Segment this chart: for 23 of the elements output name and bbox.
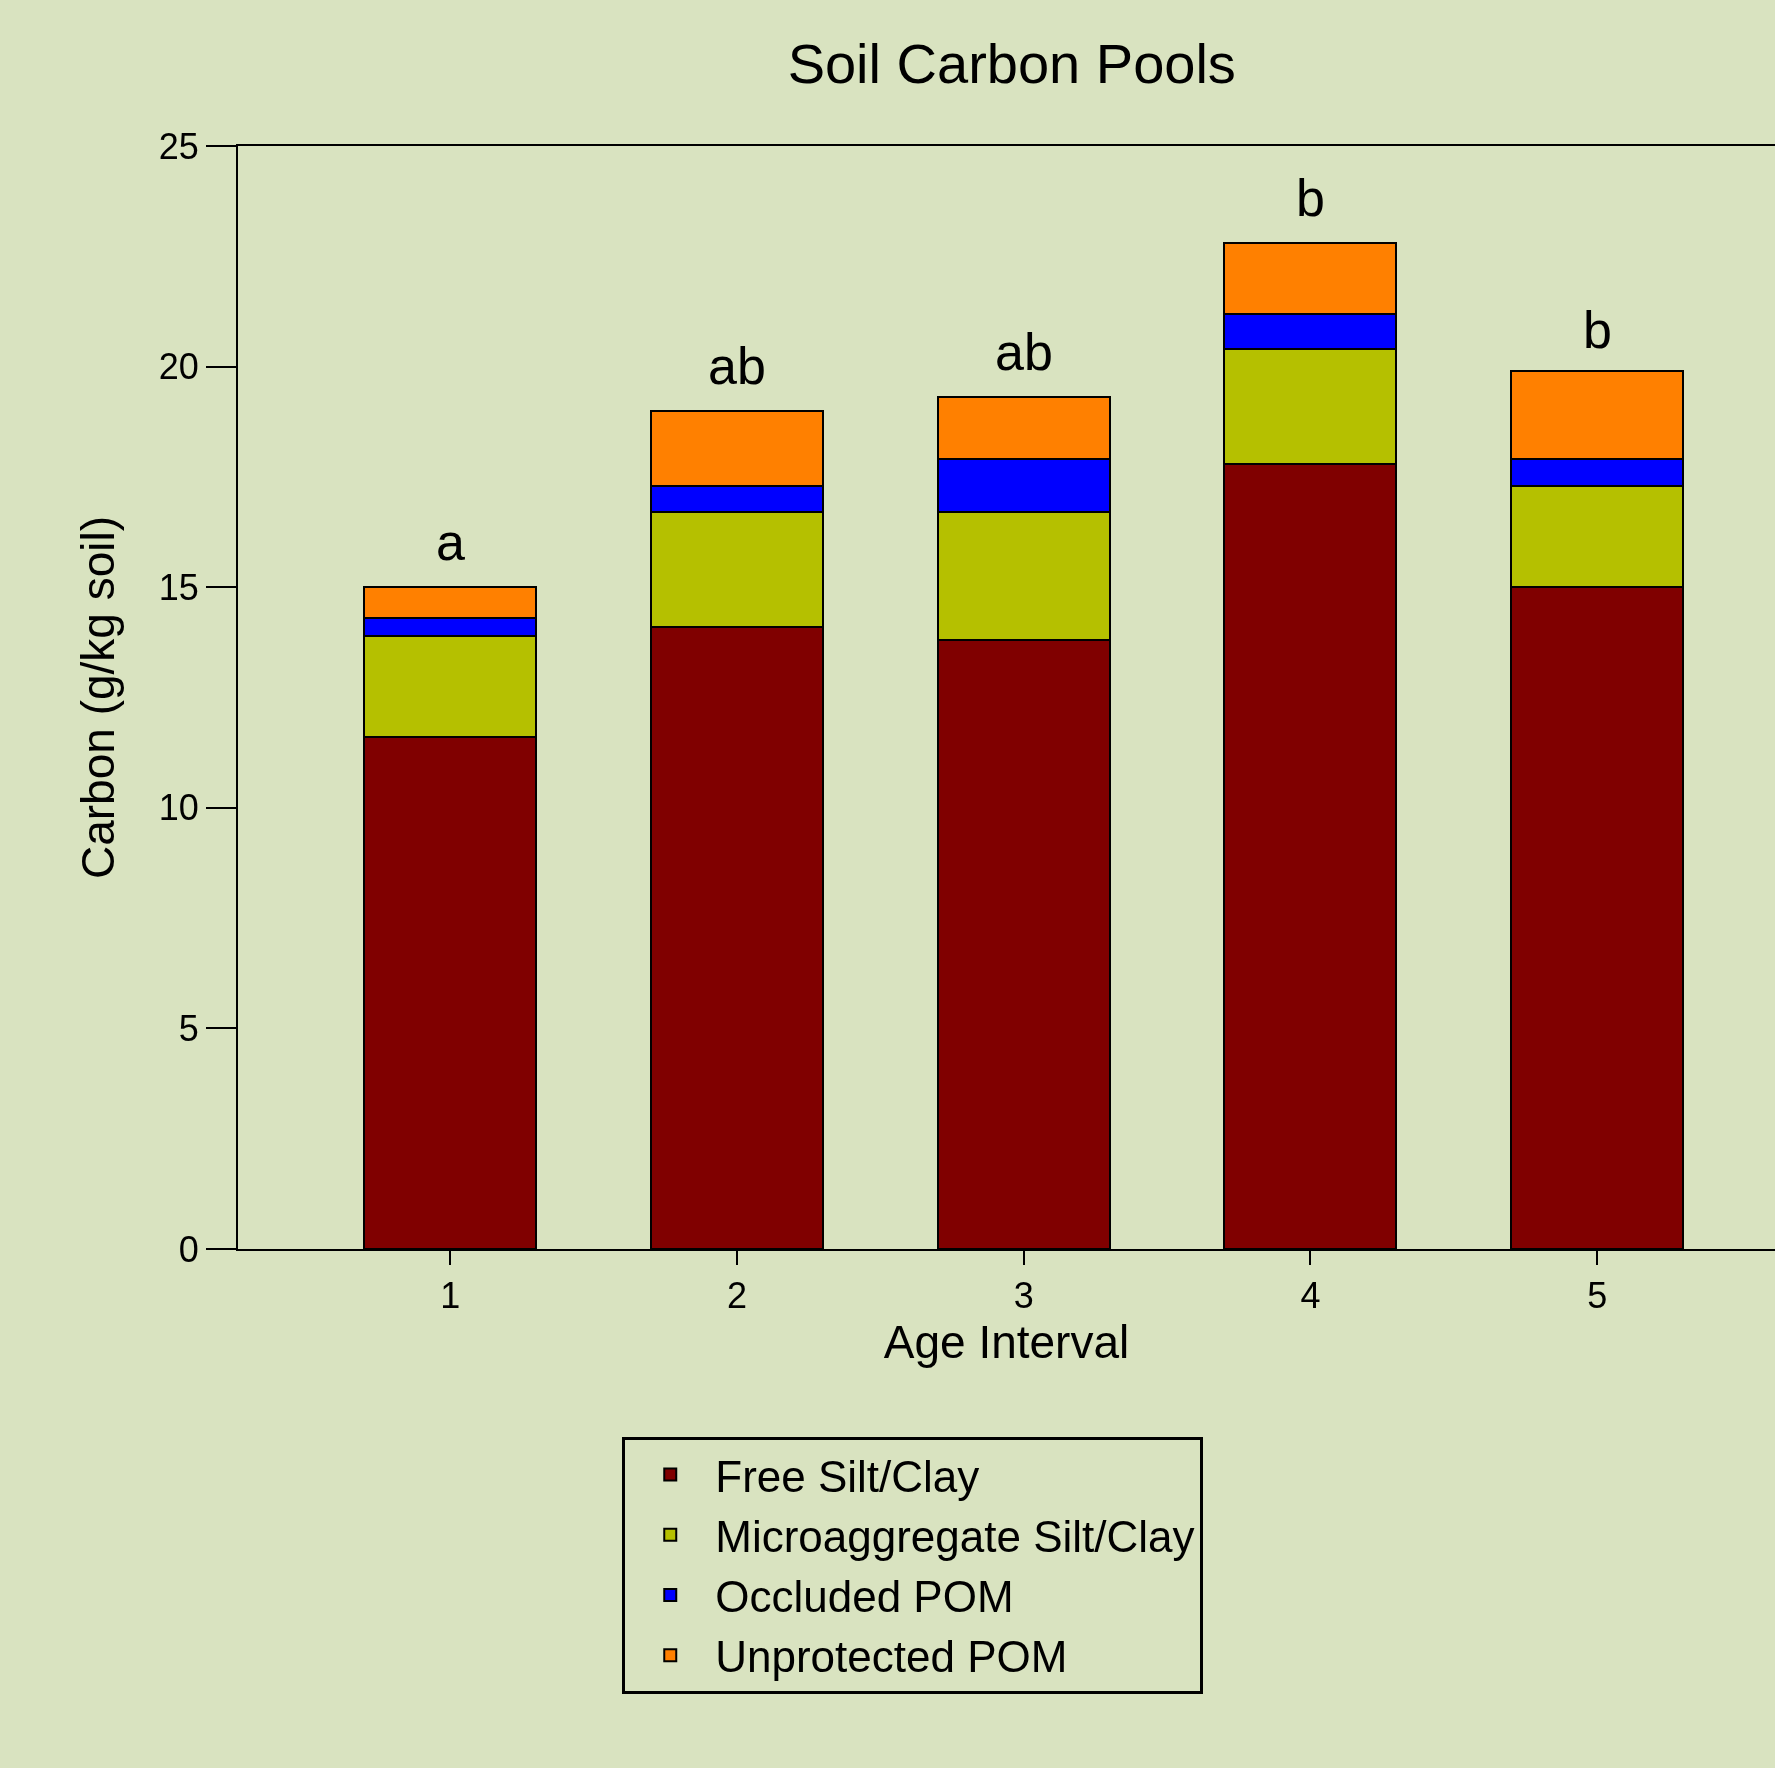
y-axis-title: Carbon (g/kg soil) <box>71 515 124 880</box>
y-tick-label: 0 <box>178 1228 199 1270</box>
annotation: a <box>436 513 465 571</box>
x-tick-label: 5 <box>1587 1275 1608 1317</box>
x-tick-label: 2 <box>726 1275 747 1317</box>
x-tick-label: 1 <box>440 1275 461 1317</box>
legend-label: Free Silt/Clay <box>715 1451 980 1501</box>
legend-label: Microaggregate Silt/Clay <box>715 1511 1195 1561</box>
x-tick-label: 3 <box>1013 1275 1034 1317</box>
legend-label: Occluded POM <box>715 1572 1014 1622</box>
annotation: b <box>1296 169 1325 227</box>
annotation: ab <box>708 337 766 395</box>
annotation: b <box>1583 301 1612 359</box>
y-tick-label: 5 <box>178 1008 199 1049</box>
x-tick-label: 4 <box>1300 1275 1321 1317</box>
annotation: ab <box>995 323 1053 381</box>
y-tick-label: 10 <box>158 787 199 829</box>
y-tick-label: 15 <box>158 566 199 608</box>
x-axis-title: Age Interval <box>883 1316 1130 1369</box>
legend-label: Unprotected POM <box>715 1632 1068 1682</box>
y-tick-label: 20 <box>158 346 199 388</box>
chart-title: Soil Carbon Pools <box>787 32 1236 96</box>
y-tick-label: 25 <box>158 125 199 167</box>
